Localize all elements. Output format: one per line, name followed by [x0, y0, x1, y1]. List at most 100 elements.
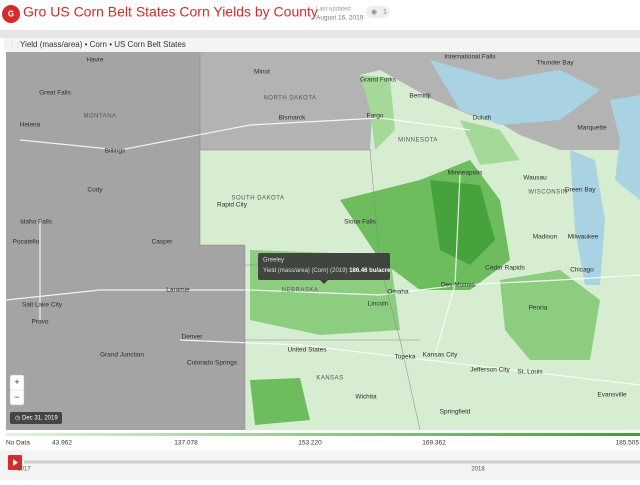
legend-label: No Data	[6, 440, 30, 447]
tooltip	[258, 253, 390, 280]
city-label: Lincoln	[368, 301, 389, 308]
city-label: St. Louis	[517, 369, 543, 376]
city-label: Wichita	[355, 394, 377, 401]
city-label: Wausau	[523, 175, 547, 182]
views-badge	[366, 6, 390, 18]
city-label: Topeka	[395, 354, 416, 361]
city-label: Omaha	[387, 289, 409, 296]
legend-label: 185.505	[616, 440, 640, 447]
drag-handle[interactable]: ⋮⋮	[9, 43, 21, 49]
city-label: Des Moines	[441, 282, 476, 289]
city-label: Grand Junction	[100, 352, 144, 359]
city-label: Provo	[32, 319, 49, 326]
lake-michigan	[570, 150, 605, 285]
header	[0, 0, 640, 30]
city-label: United States	[287, 347, 327, 354]
city-label: Havre	[86, 57, 104, 64]
city-label: Sioux Falls	[344, 219, 377, 226]
yield-area	[360, 75, 395, 150]
city-label: Denver	[182, 334, 204, 341]
tooltip-name: Greeley	[263, 258, 284, 264]
tooltip-text: Yield (mass/area) (Corn) (2019) 186.46 b…	[263, 268, 391, 274]
last-updated-label: Last updated	[316, 7, 351, 13]
city-label: Fargo	[367, 113, 384, 120]
city-label: Milwaukee	[568, 234, 599, 241]
city-label: Laramie	[166, 287, 190, 294]
city-label: Evansville	[597, 392, 627, 399]
zoom-out[interactable]: −	[14, 392, 19, 402]
timeline-year: 2018	[471, 467, 485, 473]
eye-icon: ◉	[371, 9, 377, 16]
logo-mark: G	[8, 10, 14, 19]
last-updated-date: August 16, 2019	[316, 15, 364, 22]
clock-icon: ◷	[15, 416, 20, 422]
city-label: Billings	[105, 148, 126, 155]
city-label: Helena	[20, 122, 41, 129]
panel-header	[4, 38, 640, 52]
tooltip-value: 186.46 bu/acre	[349, 268, 391, 274]
lake-huron	[610, 95, 640, 200]
city-label: Rapid City	[217, 202, 248, 209]
timeline-years: 2017 2018	[17, 467, 485, 473]
legend-label: 153.220	[298, 440, 322, 447]
yield-area	[460, 120, 520, 165]
date-badge-text: Dec 31, 2019	[22, 416, 58, 422]
state-label: SOUTH DAKOTA	[232, 196, 285, 202]
map-labels: Havre Minot Grand Forks International Falls…	[13, 54, 627, 416]
yield-area	[430, 180, 495, 265]
city-label: Pocatello	[13, 239, 40, 246]
city-label: Thunder Bay	[536, 60, 574, 67]
state-label: KANSAS	[316, 376, 343, 382]
city-label: Minneapolis	[448, 170, 483, 177]
play-icon	[13, 459, 18, 466]
city-label: Cedar Rapids	[485, 265, 525, 272]
city-label: Jefferson City	[470, 367, 510, 374]
page-title: Gro US Corn Belt States Corn Yields by C…	[23, 4, 318, 20]
city-label: Cody	[87, 187, 103, 194]
city-label: Idaho Falls	[20, 219, 53, 226]
state-label: MONTANA	[83, 114, 116, 120]
city-label: Bemidji	[409, 93, 430, 100]
legend-scale	[6, 433, 640, 436]
timeline-year: 2017	[17, 467, 31, 473]
city-label: International Falls	[444, 54, 496, 61]
divider	[0, 30, 640, 38]
city-label: Springfield	[440, 409, 471, 416]
city-label: Colorado Springs	[187, 360, 238, 367]
yield-area	[500, 270, 600, 360]
legend-labels: No Data 43.962 137.078 153.220 169.362 185.50…	[6, 440, 639, 447]
zoom-in[interactable]: +	[14, 377, 19, 387]
tooltip-pointer	[320, 280, 328, 284]
logo[interactable]	[2, 5, 20, 23]
city-label: Madison	[533, 234, 558, 241]
city-label: Peoria	[529, 305, 548, 312]
panel-title: Yield (mass/area) • Corn • US Corn Belt …	[20, 40, 186, 49]
city-label: Salt Lake City	[22, 302, 63, 309]
state-label: WISCONSIN	[528, 190, 567, 196]
timeline	[0, 450, 640, 480]
legend-label: 43.962	[52, 440, 72, 447]
map[interactable]	[5, 52, 640, 431]
city-label: Chicago	[570, 267, 594, 274]
city-label: Marquette	[577, 125, 607, 132]
views-count: 1	[383, 9, 387, 16]
city-label: Grand Forks	[360, 77, 397, 84]
city-label: Minot	[254, 69, 270, 76]
tooltip-label: Yield (mass/area) (Corn) (2019)	[263, 268, 347, 274]
yield-area	[250, 378, 310, 425]
city-label: Bismarck	[279, 115, 306, 122]
state-label: NORTH DAKOTA	[263, 96, 316, 102]
city-label: Great Falls	[39, 90, 72, 97]
state-label: NEBRASKA	[282, 288, 319, 294]
date-badge	[10, 412, 62, 424]
state-label: MINNESOTA	[398, 138, 438, 144]
lake-superior	[430, 60, 600, 125]
city-label: Duluth	[473, 115, 492, 122]
city-label: Casper	[152, 239, 174, 246]
legend-label: 137.078	[174, 440, 198, 447]
city-label: Green Bay	[564, 187, 596, 194]
legend-label: 169.362	[422, 440, 446, 447]
roads	[5, 117, 640, 386]
city-label: Kansas City	[423, 352, 458, 359]
